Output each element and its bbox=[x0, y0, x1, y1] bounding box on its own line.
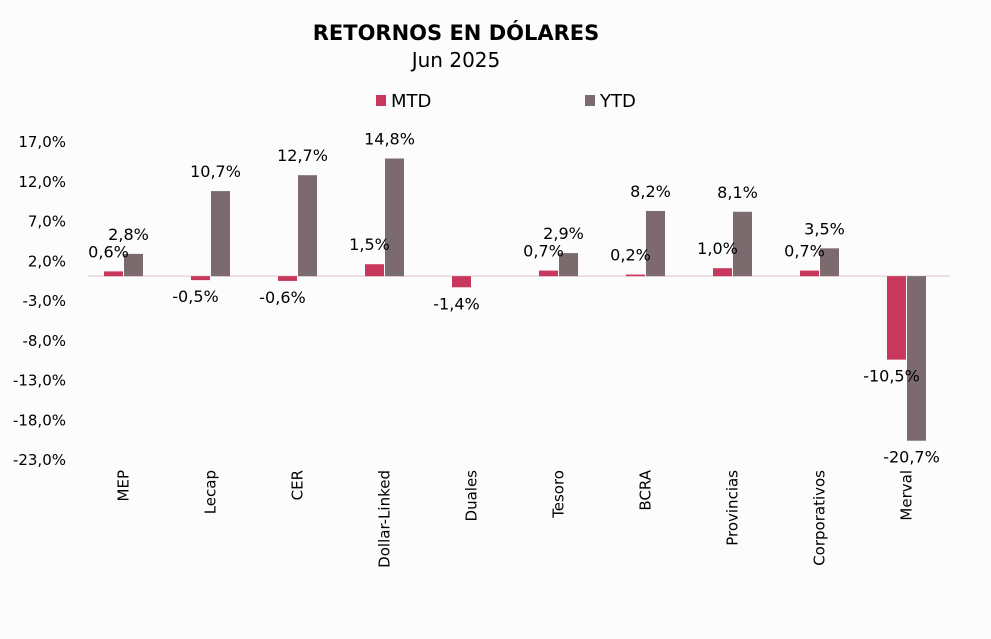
data-label-ytd: 12,7% bbox=[277, 146, 328, 165]
data-label-ytd: -20,7% bbox=[883, 448, 940, 467]
data-label-ytd: 10,7% bbox=[190, 162, 241, 181]
data-label-ytd: 3,5% bbox=[804, 219, 845, 238]
category-label: Corporativos bbox=[811, 470, 829, 566]
bar-ytd-tesoro bbox=[559, 253, 578, 277]
bar-ytd-provincias bbox=[733, 211, 752, 277]
bar-mtd-corporativos bbox=[800, 270, 819, 277]
category-label: Lecap bbox=[202, 470, 220, 514]
bar-ytd-corporativos bbox=[820, 248, 839, 277]
category-label: Duales bbox=[463, 470, 481, 522]
bar-mtd-mep bbox=[104, 271, 123, 277]
y-tick-label: -23,0% bbox=[13, 451, 66, 469]
data-label-mtd: 0,7% bbox=[784, 242, 825, 261]
data-label-ytd: 14,8% bbox=[364, 129, 415, 148]
bar-ytd-dollar-linked bbox=[385, 158, 404, 277]
y-tick-label: 2,0% bbox=[28, 252, 66, 270]
category-label: MEP bbox=[115, 470, 133, 501]
data-label-mtd: -0,5% bbox=[172, 287, 218, 306]
data-label-ytd: 2,8% bbox=[108, 225, 149, 244]
data-label-mtd: 1,5% bbox=[349, 235, 390, 254]
legend-swatch-mtd bbox=[376, 95, 386, 106]
data-label-mtd: 0,2% bbox=[610, 246, 651, 265]
y-tick-label: -8,0% bbox=[22, 332, 66, 350]
bars bbox=[104, 158, 926, 441]
data-label-mtd: 1,0% bbox=[697, 239, 738, 258]
y-axis: 17,0% 12,0% 7,0% 2,0% -3,0% -8,0% -13,0% -18,0%… bbox=[13, 133, 66, 469]
data-label-ytd: 2,9% bbox=[543, 224, 584, 243]
category-label: Dollar-Linked bbox=[376, 470, 394, 568]
category-label: CER bbox=[289, 470, 307, 500]
y-tick-label: 12,0% bbox=[18, 173, 66, 191]
chart-subtitle: Jun 2025 bbox=[410, 48, 501, 72]
legend-label-mtd: MTD bbox=[391, 91, 431, 112]
y-tick-label: 17,0% bbox=[18, 133, 66, 151]
bar-mtd-provincias bbox=[713, 268, 732, 277]
bar-ytd-merval bbox=[907, 276, 926, 441]
y-tick-label: -13,0% bbox=[13, 372, 66, 390]
y-tick-label: -3,0% bbox=[22, 292, 66, 310]
category-label: Merval bbox=[898, 470, 916, 521]
bar-mtd-dollar-linked bbox=[365, 264, 384, 277]
bar-ytd-lecap bbox=[211, 191, 230, 277]
bar-mtd-duales bbox=[452, 276, 471, 288]
category-label: BCRA bbox=[637, 469, 655, 510]
bar-mtd-bcra bbox=[626, 274, 645, 277]
bar-ytd-cer bbox=[298, 175, 317, 277]
chart-title: RETORNOS EN DÓLARES bbox=[313, 20, 600, 45]
bar-mtd-cer bbox=[278, 276, 297, 281]
data-labels: 0,6%2,8% -0,5% 10,7% -0,6% 12,7% 1,5% 14,8% -1,… bbox=[88, 129, 940, 466]
y-tick-label: -18,0% bbox=[13, 411, 66, 429]
bar-mtd-merval bbox=[887, 276, 906, 360]
bar-mtd-tesoro bbox=[539, 270, 558, 277]
data-label-mtd: 0,7% bbox=[523, 242, 564, 261]
data-label-mtd: -1,4% bbox=[433, 294, 479, 313]
legend: MTD YTD bbox=[376, 91, 636, 112]
legend-swatch-ytd bbox=[585, 95, 595, 106]
category-label: Provincias bbox=[724, 470, 742, 546]
bar-mtd-lecap bbox=[191, 276, 210, 281]
data-label-mtd: -0,6% bbox=[259, 288, 305, 307]
legend-label-ytd: YTD bbox=[599, 91, 636, 112]
data-label-ytd: 8,2% bbox=[630, 182, 671, 201]
data-label-ytd: 8,1% bbox=[717, 183, 758, 202]
x-axis: MEP Lecap CER Dollar-Linked Duales Tesoro BCRA… bbox=[115, 469, 916, 568]
bar-ytd-bcra bbox=[646, 210, 665, 277]
data-label-mtd: 0,6% bbox=[88, 242, 129, 261]
data-label-mtd: -10,5% bbox=[863, 367, 920, 386]
y-tick-label: 7,0% bbox=[28, 213, 66, 231]
category-label: Tesoro bbox=[550, 470, 568, 519]
bar-ytd-mep bbox=[124, 253, 143, 277]
